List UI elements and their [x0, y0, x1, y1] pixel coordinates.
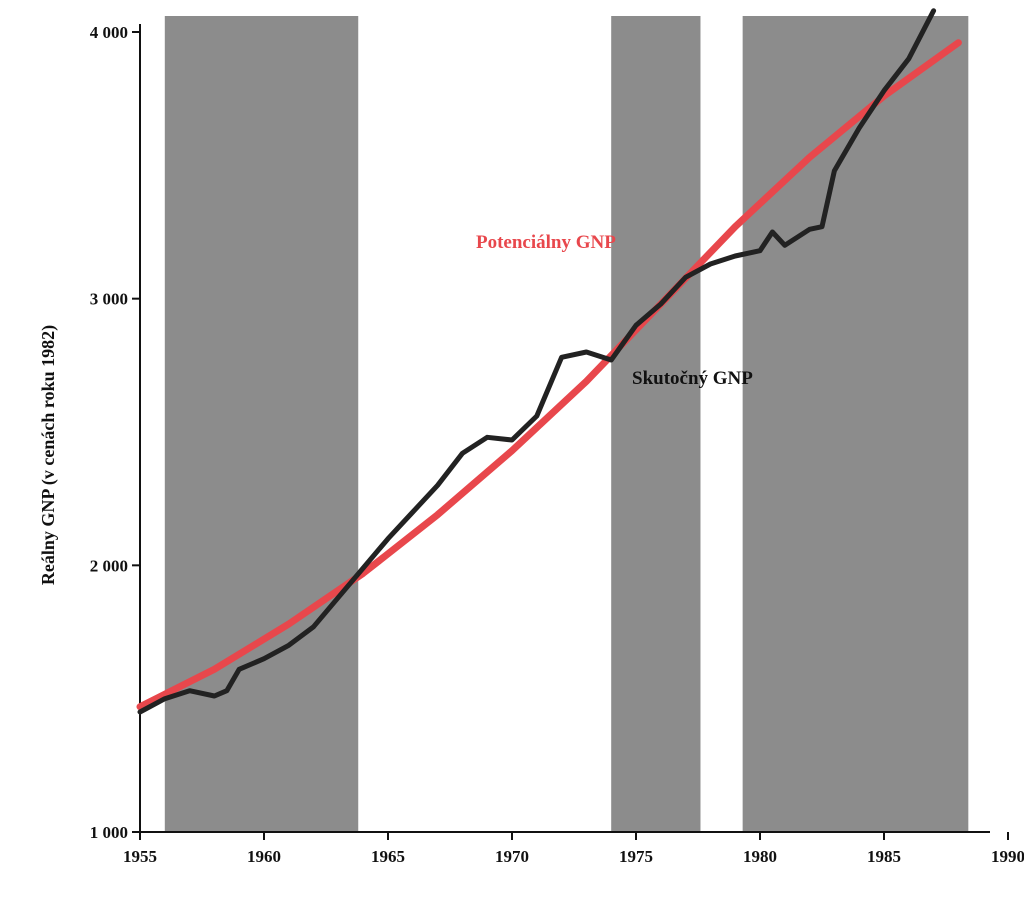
shaded-period-3 [742, 16, 969, 832]
x-tick-label-1975: 1975 [619, 847, 653, 866]
axes: 1955 1960 1965 1970 1975 1980 1985 1990 1 000 2 0… [90, 23, 1024, 866]
y-tick-label-4000: 4 000 [90, 23, 128, 42]
shaded-period-2 [611, 16, 701, 832]
series-line-actual-gnp [137, 8, 937, 715]
x-tick-label-1980: 1980 [743, 847, 777, 866]
x-tick-label-1960: 1960 [247, 847, 281, 866]
x-tick-label-1970: 1970 [495, 847, 529, 866]
y-tick-label-3000: 3 000 [90, 290, 128, 309]
series-label-actual-gnp: Skutočný GNP [632, 368, 753, 389]
y-tick-label-2000: 2 000 [90, 556, 128, 575]
x-tick-label-1990: 1990 [991, 847, 1024, 866]
y-axis-title: Reálny GNP (v cenách roku 1982) [38, 325, 59, 585]
shaded-period-1 [164, 16, 359, 832]
y-tick-label-1000: 1 000 [90, 823, 128, 842]
x-tick-label-1955: 1955 [123, 847, 157, 866]
series-labels: Potenciálny GNP Skutočný GNP [476, 232, 753, 389]
shaded-periods [164, 16, 969, 832]
series-label-potential-gnp: Potenciálny GNP [476, 232, 616, 253]
x-tick-label-1965: 1965 [371, 847, 405, 866]
x-tick-label-1985: 1985 [867, 847, 901, 866]
series-line-potential-gnp [136, 39, 962, 711]
series-lines [136, 8, 962, 715]
